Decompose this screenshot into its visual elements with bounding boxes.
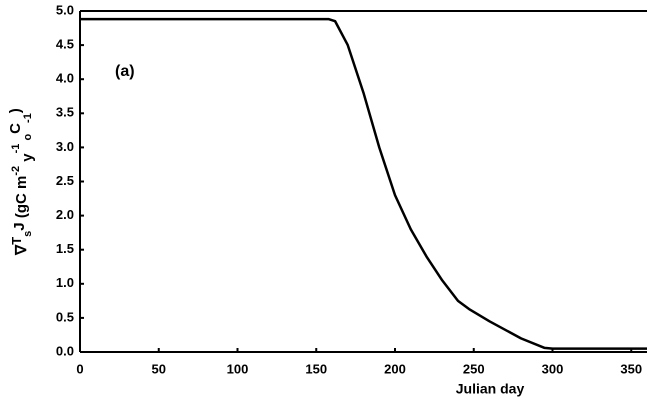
x-tick-label: 350 xyxy=(620,361,642,376)
y-axis-label-part: C xyxy=(7,123,24,134)
y-axis-label-part: -1 xyxy=(22,113,34,123)
y-axis-label-part: -2 xyxy=(10,166,22,176)
y-axis-label-part: y xyxy=(19,153,36,166)
y-axis-label-part: ) xyxy=(7,108,24,113)
y-axis-label-part: ∇ xyxy=(13,244,30,256)
y-axis-label: ∇TsJ (gC m-2 y-1 oC-1) xyxy=(7,108,36,256)
x-tick-label: 300 xyxy=(542,361,564,376)
x-tick-label: 200 xyxy=(384,361,406,376)
y-tick-label: 4.0 xyxy=(56,71,74,86)
annotation: (a) xyxy=(115,63,135,80)
y-axis-label-part: -1 xyxy=(10,144,22,154)
x-tick-label: 0 xyxy=(76,361,83,376)
y-tick-label: 3.0 xyxy=(56,139,74,154)
y-axis-label-part: T xyxy=(9,237,24,245)
x-tick-label: 150 xyxy=(305,361,327,376)
x-tick-label: 250 xyxy=(463,361,485,376)
y-tick-label: 0.5 xyxy=(56,309,74,324)
y-axis-label-part: o xyxy=(22,134,34,144)
y-tick-label: 3.5 xyxy=(56,105,74,120)
y-tick-label: 2.5 xyxy=(56,173,74,188)
y-axis-label-part: (gC m xyxy=(13,176,30,223)
x-tick-label: 50 xyxy=(152,361,166,376)
y-tick-label: 0.0 xyxy=(56,343,74,358)
y-tick-label: 4.5 xyxy=(56,37,74,52)
y-tick-label: 5.0 xyxy=(56,2,74,17)
y-tick-label: 2.0 xyxy=(56,207,74,222)
y-axis-label-part: J xyxy=(11,222,28,230)
y-tick-label: 1.0 xyxy=(56,275,74,290)
y-tick-label: 1.5 xyxy=(56,241,74,256)
x-axis-label: Julian day xyxy=(456,381,525,397)
line xyxy=(80,17,647,350)
y-axis-label-part: s xyxy=(22,231,34,237)
x-tick-label: 100 xyxy=(227,361,249,376)
